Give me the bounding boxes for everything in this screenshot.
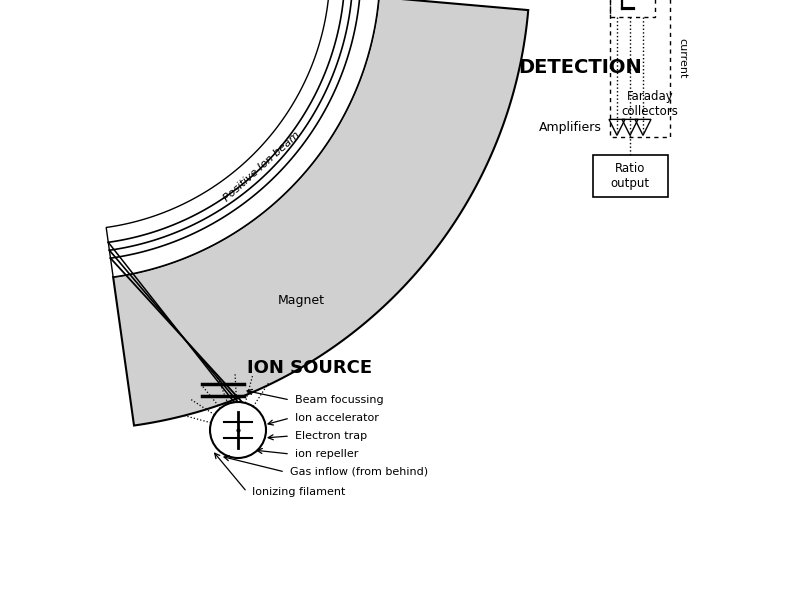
Text: DETECTION: DETECTION (518, 58, 642, 77)
Text: –Mass 45: –Mass 45 (533, 0, 593, 1)
Text: Faraday
collectors: Faraday collectors (622, 90, 678, 118)
Text: Ratio
output: Ratio output (610, 163, 650, 190)
Text: Amplifiers: Amplifiers (539, 121, 602, 134)
Polygon shape (106, 0, 379, 277)
Text: Ion accelerator: Ion accelerator (295, 413, 379, 423)
Circle shape (210, 402, 266, 458)
Text: ION SOURCE: ION SOURCE (247, 359, 373, 377)
Bar (593, 155, 668, 197)
Text: Magnet: Magnet (278, 294, 324, 307)
Text: Electron trap: Electron trap (295, 431, 367, 441)
Text: Beam focussing: Beam focussing (295, 395, 384, 405)
Text: Gas inflow (from behind): Gas inflow (from behind) (290, 467, 428, 477)
Text: Positive Ion beam: Positive Ion beam (222, 130, 302, 203)
Text: Ionizing filament: Ionizing filament (252, 487, 346, 497)
Text: current: current (677, 38, 687, 79)
Text: ion repeller: ion repeller (295, 449, 358, 459)
Polygon shape (113, 0, 528, 425)
Text: –Mass 44: –Mass 44 (533, 0, 593, 2)
